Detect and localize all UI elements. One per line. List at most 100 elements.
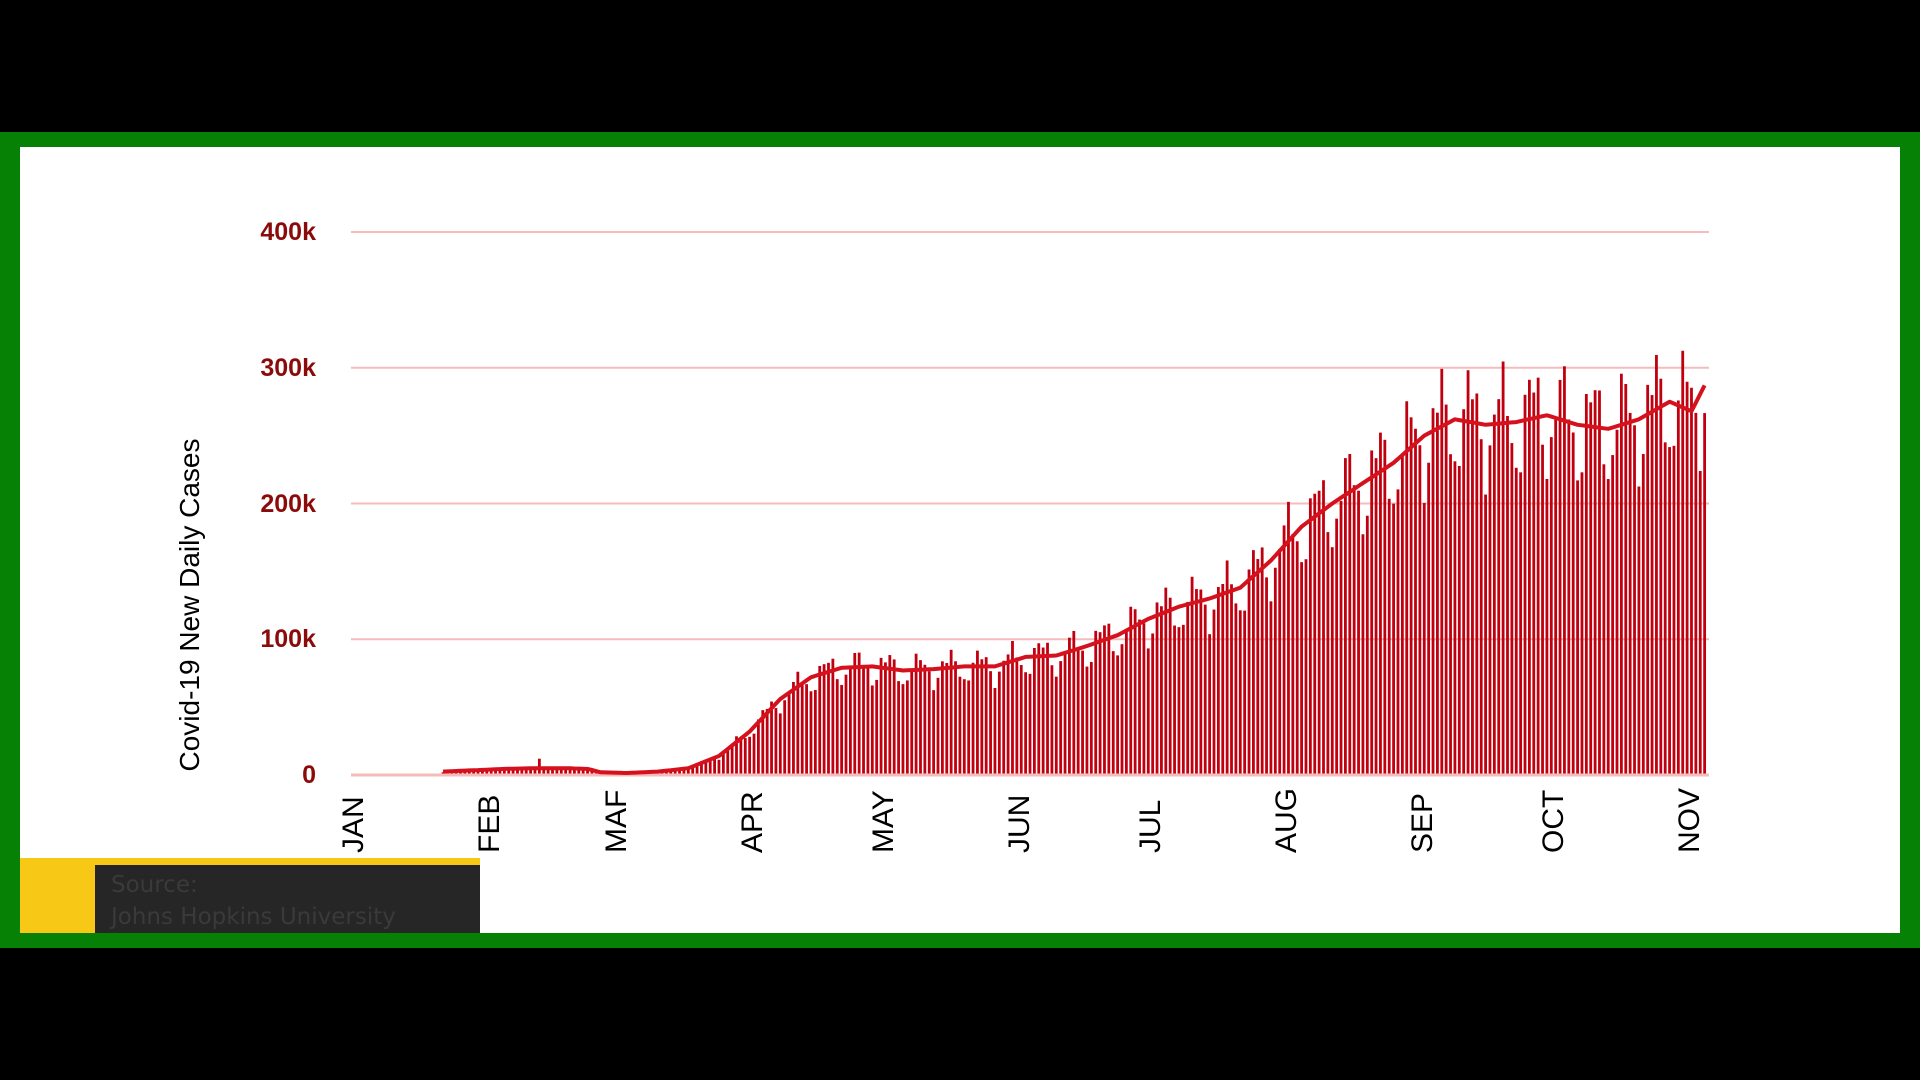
daily-bar — [476, 770, 480, 775]
daily-bar — [1593, 390, 1597, 775]
daily-bar — [1094, 630, 1098, 775]
daily-bar — [551, 767, 554, 775]
daily-bar — [1081, 650, 1084, 775]
daily-bar — [1024, 672, 1028, 775]
daily-bar — [932, 690, 936, 775]
y-tick-label: 300k — [260, 353, 316, 382]
daily-bar — [888, 655, 892, 775]
daily-bar — [1672, 445, 1676, 775]
daily-bar — [669, 769, 673, 775]
daily-bar — [997, 671, 1001, 775]
daily-bar — [787, 692, 791, 775]
daily-bar — [1633, 425, 1636, 775]
daily-bar — [1291, 534, 1295, 775]
daily-bar — [792, 681, 795, 775]
daily-bar — [1387, 498, 1391, 775]
daily-bar — [1698, 470, 1702, 775]
daily-bar — [1567, 419, 1571, 775]
seven-day-average-line — [442, 384, 1707, 775]
y-tick-label: 200k — [260, 489, 316, 518]
daily-bar — [1457, 465, 1461, 775]
daily-bar — [1089, 661, 1093, 775]
daily-bar — [494, 768, 497, 775]
daily-bar — [818, 665, 822, 775]
daily-bar — [1365, 515, 1369, 775]
daily-bar — [936, 677, 940, 775]
daily-bar — [822, 664, 826, 775]
daily-bar — [1177, 627, 1181, 775]
daily-bar — [586, 768, 589, 775]
daily-bar — [1019, 665, 1023, 775]
daily-bar — [1532, 392, 1536, 775]
daily-bar — [835, 679, 839, 775]
daily-bar — [1164, 587, 1168, 775]
daily-bar — [1216, 587, 1220, 775]
daily-bar — [1273, 567, 1277, 775]
daily-bar — [1668, 447, 1671, 775]
daily-bar — [1414, 428, 1417, 775]
daily-bar — [949, 649, 953, 775]
daily-bar — [884, 662, 887, 775]
daily-bar — [1436, 412, 1439, 775]
daily-bar — [1011, 640, 1014, 775]
daily-bar — [1545, 478, 1549, 775]
daily-bar — [1260, 547, 1264, 775]
daily-bar — [735, 736, 738, 775]
daily-bar — [1041, 647, 1045, 775]
daily-bar — [848, 668, 852, 775]
month-label: MAY — [867, 790, 901, 853]
daily-bar — [1339, 500, 1343, 775]
daily-bar — [1400, 455, 1404, 775]
daily-bar — [1492, 414, 1496, 775]
daily-bar — [927, 671, 931, 775]
daily-bar — [1308, 498, 1312, 775]
daily-bar — [1107, 623, 1111, 775]
daily-bar — [1129, 606, 1133, 775]
daily-bar — [1344, 458, 1347, 775]
daily-bar — [914, 653, 918, 775]
daily-bar — [923, 664, 927, 775]
daily-bar — [1685, 381, 1689, 775]
daily-bar — [1076, 647, 1080, 775]
daily-bar — [507, 769, 511, 775]
daily-bar — [529, 768, 533, 775]
daily-bar — [678, 768, 681, 775]
y-tick-label: 100k — [260, 625, 316, 654]
daily-bar — [520, 767, 524, 775]
daily-bar — [1440, 368, 1444, 775]
daily-bar — [1199, 589, 1203, 775]
daily-bar — [1265, 577, 1268, 775]
daily-bar — [1541, 444, 1544, 775]
daily-bar — [691, 767, 695, 775]
daily-bar — [1142, 623, 1146, 775]
daily-bar — [1681, 350, 1685, 775]
daily-bar — [1396, 489, 1400, 775]
daily-bar — [704, 760, 708, 775]
daily-bar — [1006, 654, 1010, 775]
daily-bar — [1335, 518, 1339, 775]
daily-bar — [1063, 653, 1067, 775]
daily-bar — [976, 650, 979, 775]
daily-bar — [870, 685, 874, 775]
daily-bar — [524, 768, 528, 775]
daily-bar — [546, 767, 550, 775]
daily-bar — [1655, 354, 1658, 775]
daily-bar — [1418, 445, 1422, 775]
daily-bar — [1659, 378, 1663, 775]
daily-bar — [502, 770, 506, 775]
daily-bar — [1563, 366, 1566, 775]
daily-bar — [542, 767, 546, 775]
daily-bar — [1422, 502, 1426, 775]
daily-bar — [1190, 576, 1194, 775]
month-label: JAN — [337, 796, 370, 853]
daily-bar — [748, 736, 752, 775]
daily-bar — [463, 770, 467, 775]
daily-bar — [954, 661, 957, 775]
cases-chart — [351, 231, 1709, 777]
daily-bar — [1151, 633, 1155, 775]
daily-bar — [1484, 494, 1487, 775]
daily-bar — [686, 769, 690, 775]
daily-bar — [910, 670, 914, 775]
daily-bar — [682, 769, 686, 775]
daily-bar — [1195, 589, 1198, 775]
